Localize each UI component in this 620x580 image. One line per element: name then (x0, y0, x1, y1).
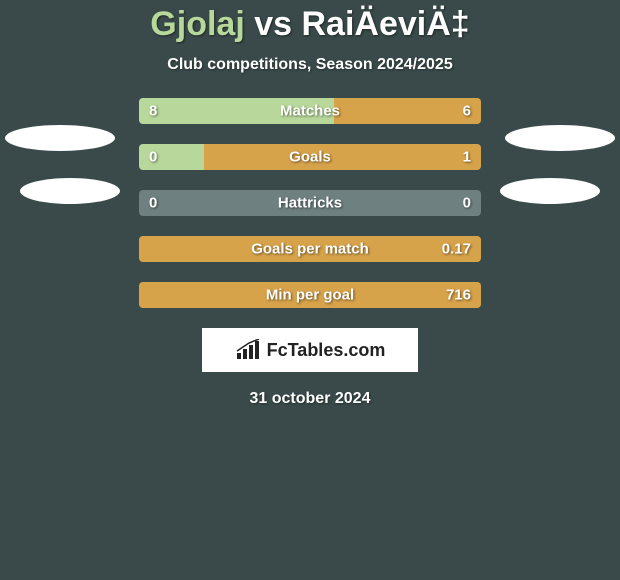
stat-label: Goals (289, 149, 331, 166)
fctables-logo-link[interactable]: FcTables.com (202, 328, 418, 372)
stat-fill-right (334, 98, 481, 124)
page-title: Gjolaj vs RaiÄeviÄ‡ (0, 5, 620, 44)
stat-value-left: 0 (149, 195, 157, 212)
comparison-widget: Gjolaj vs RaiÄeviÄ‡ Club competitions, S… (0, 0, 620, 408)
date-text: 31 october 2024 (0, 390, 620, 408)
stat-row-hattricks: 0 Hattricks 0 (139, 190, 481, 216)
stat-label: Hattricks (278, 195, 342, 212)
stat-fill-right (204, 144, 481, 170)
stat-label: Min per goal (266, 287, 354, 304)
stat-value-left: 8 (149, 103, 157, 120)
stat-row-gpm: Goals per match 0.17 (139, 236, 481, 262)
stat-row-goals: 0 Goals 1 (139, 144, 481, 170)
stat-row-mpg: Min per goal 716 (139, 282, 481, 308)
player2-name: RaiÄeviÄ‡ (302, 5, 470, 43)
fctables-logo-text: FcTables.com (267, 340, 386, 361)
stat-row-matches: 8 Matches 6 (139, 98, 481, 124)
avatar-left-2 (20, 178, 120, 204)
subtitle: Club competitions, Season 2024/2025 (0, 56, 620, 74)
bar-chart-icon (235, 339, 263, 361)
stat-label: Matches (280, 103, 340, 120)
stat-value-right: 6 (463, 103, 471, 120)
stat-value-right: 0.17 (442, 241, 471, 258)
player1-name: Gjolaj (150, 5, 244, 43)
stat-value-right: 1 (463, 149, 471, 166)
avatar-left-1 (5, 125, 115, 151)
avatar-right-2 (500, 178, 600, 204)
stat-label: Goals per match (251, 241, 369, 258)
avatar-right-1 (505, 125, 615, 151)
stat-value-right: 0 (463, 195, 471, 212)
vs-text: vs (254, 5, 292, 43)
stats-bars: 8 Matches 6 0 Goals 1 0 Hattricks 0 Goal… (139, 98, 481, 308)
stat-value-right: 716 (446, 287, 471, 304)
stat-value-left: 0 (149, 149, 157, 166)
